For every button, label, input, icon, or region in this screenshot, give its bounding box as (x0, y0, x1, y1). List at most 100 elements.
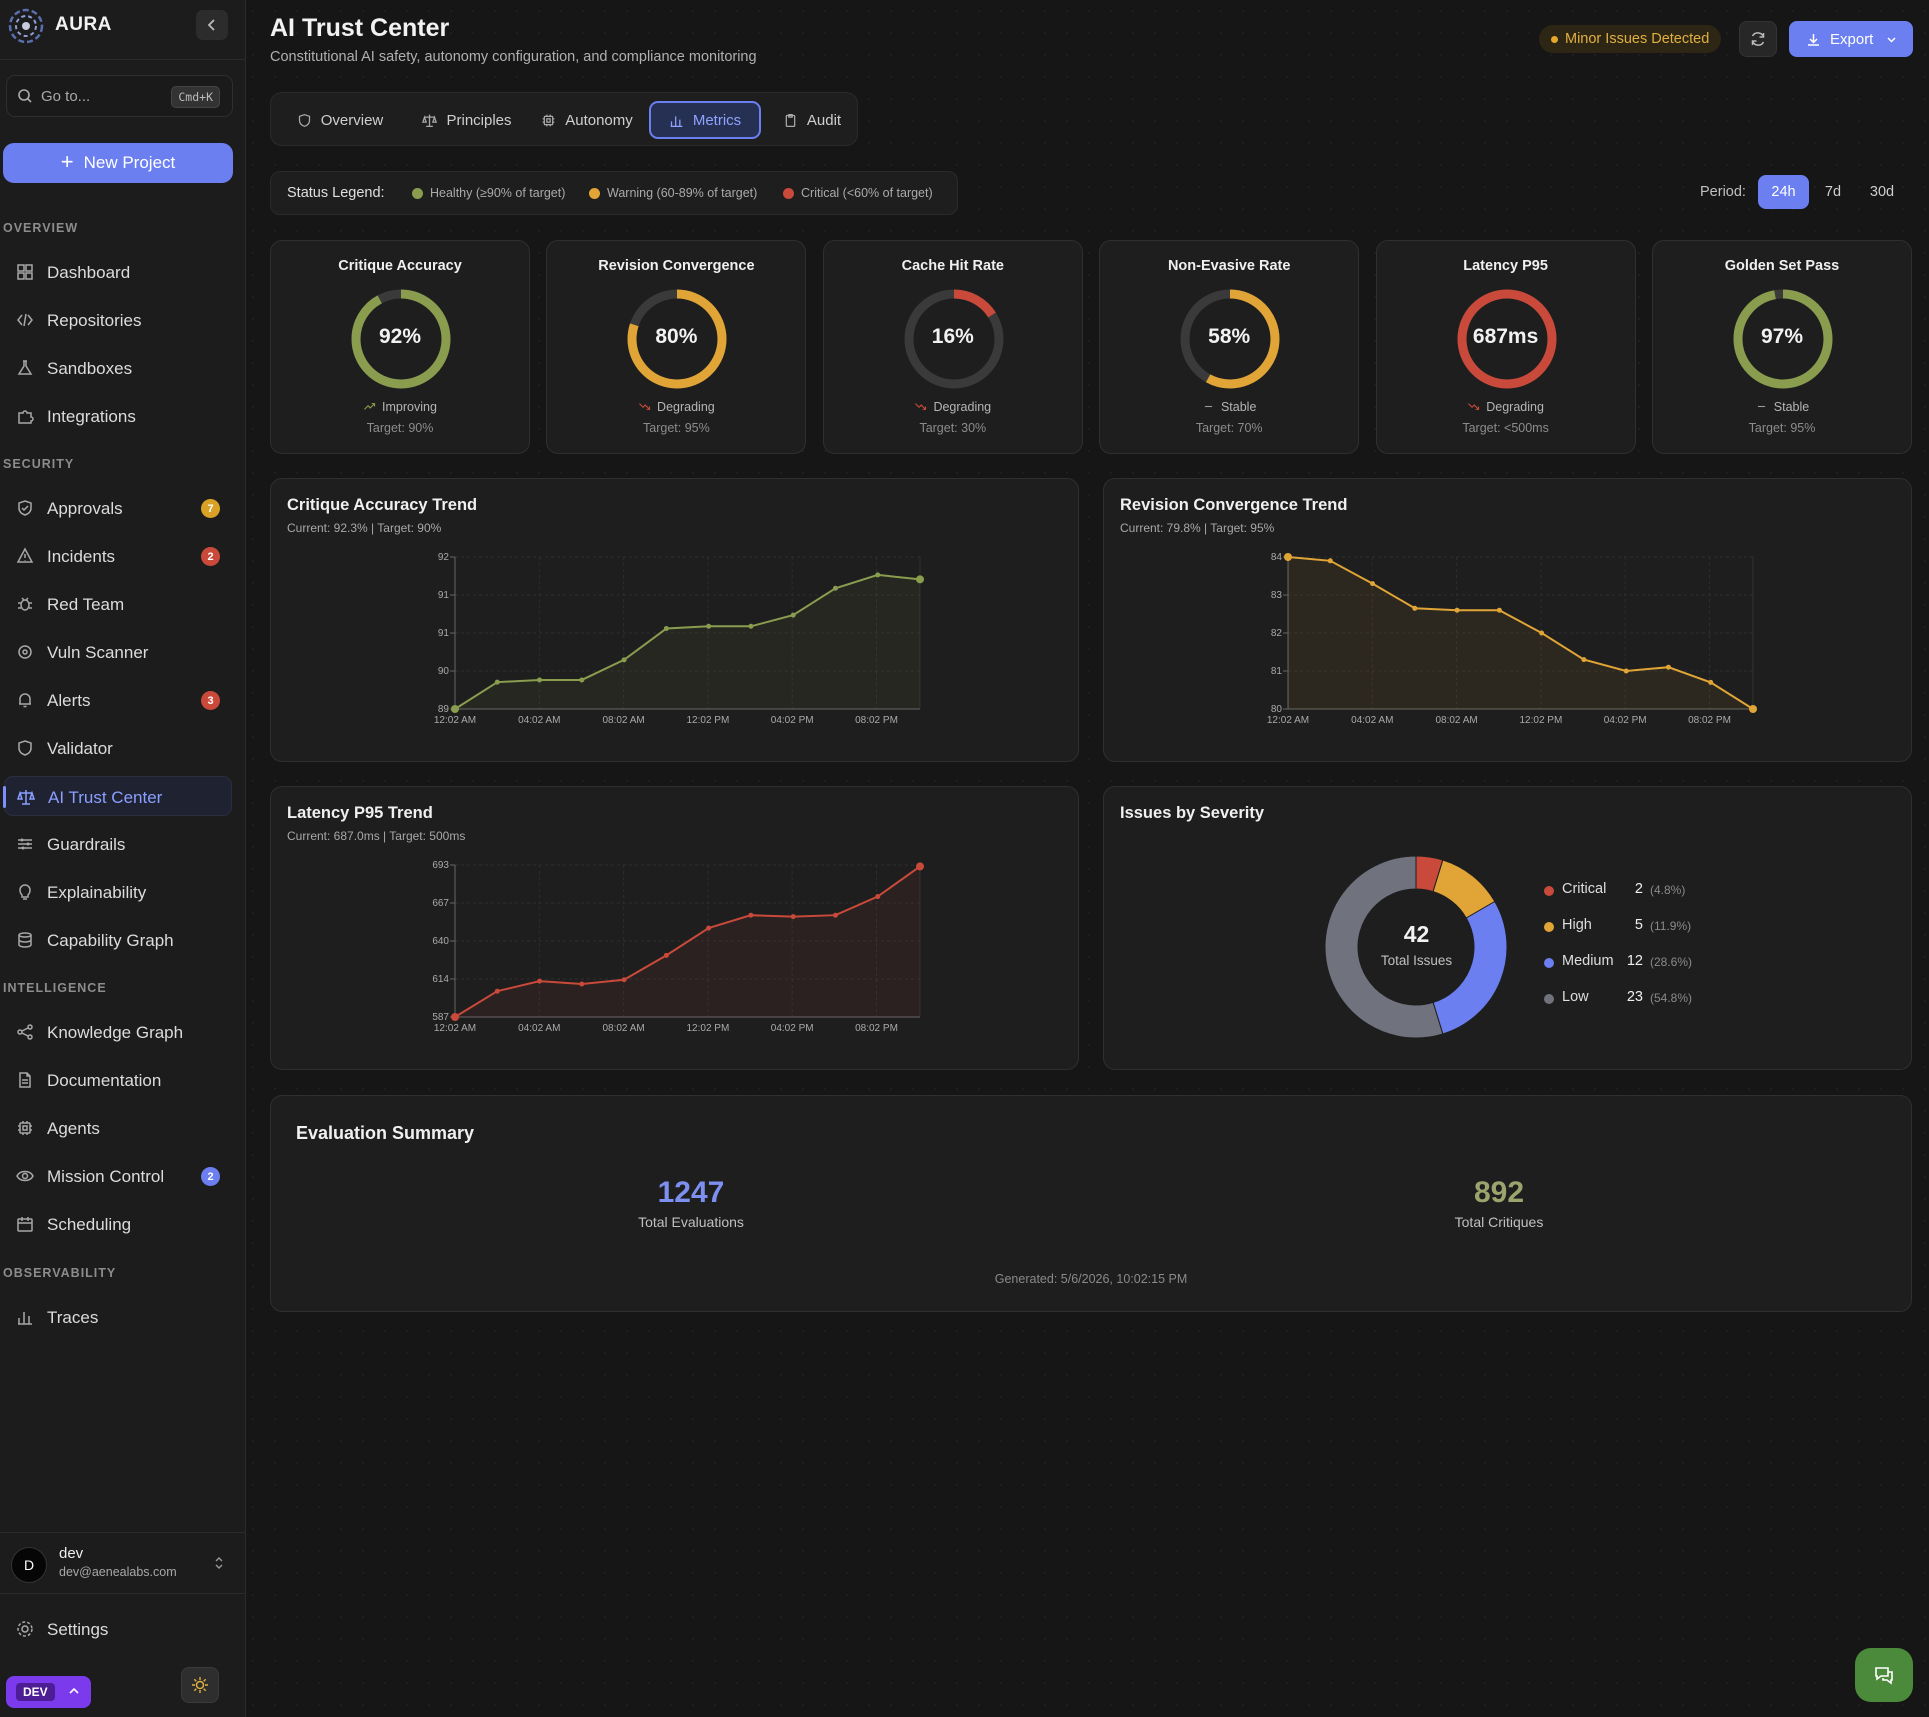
metric-value: 92% (378, 325, 422, 348)
metric-trend: Degrading (547, 400, 805, 416)
sidebar-item-integrations[interactable]: Integrations (4, 396, 232, 436)
generated-timestamp: Generated: 5/6/2026, 10:02:15 PM (994, 1272, 1188, 1286)
puzzle-icon (16, 407, 34, 425)
period-7d[interactable]: 7d (1824, 184, 1842, 200)
chevron-up-icon (69, 1687, 79, 1694)
eye-icon (16, 1167, 34, 1185)
legend-dot (1544, 958, 1554, 968)
y-tick-label: 81 (1271, 666, 1283, 677)
x-tick-label: 08:02 PM (855, 715, 898, 726)
data-point (579, 981, 585, 987)
y-tick-label: 667 (432, 898, 449, 909)
metric-value: 80% (655, 325, 698, 348)
sidebar-item-guardrails[interactable]: Guardrails (4, 824, 232, 864)
goto-search-input[interactable]: Go to... Cmd+K (6, 75, 233, 117)
sidebar-item-documentation[interactable]: Documentation (4, 1060, 232, 1100)
metric-value: 16% (931, 325, 974, 348)
severity-count: 12 (1626, 953, 1643, 969)
total-issues-label: Total Issues (1380, 953, 1453, 968)
chat-icon (1875, 1667, 1893, 1685)
sidebar-item-traces[interactable]: Traces (4, 1297, 232, 1337)
refresh-icon (1751, 32, 1765, 46)
sidebar-item-label: Vuln Scanner (47, 643, 149, 662)
x-tick-label: 12:02 AM (434, 715, 476, 726)
period-24h[interactable]: 24h (1758, 175, 1809, 209)
sidebar-item-capability-graph[interactable]: Capability Graph (4, 920, 232, 960)
page-title: AI Trust Center (270, 14, 450, 42)
sidebar-item-dashboard[interactable]: Dashboard (4, 252, 232, 292)
sidebar-item-label: Repositories (47, 311, 142, 330)
sidebar-item-scheduling[interactable]: Scheduling (4, 1204, 232, 1244)
metric-gauge (351, 289, 451, 389)
tab-label: Autonomy (565, 111, 633, 129)
export-button[interactable]: Export (1789, 21, 1913, 57)
logo-row: AURA (0, 0, 246, 60)
gauge-fill (627, 289, 727, 389)
x-tick-label: 12:02 PM (686, 1023, 729, 1034)
x-tick-label: 08:02 AM (1435, 715, 1477, 726)
tab-principles[interactable]: Principles (409, 101, 525, 139)
theme-toggle-button[interactable] (181, 1667, 219, 1703)
sidebar-item-sandboxes[interactable]: Sandboxes (4, 348, 232, 388)
status-legend: Status Legend: Healthy (≥90% of target) … (270, 171, 958, 215)
user-email: dev@aenealabs.com (59, 1565, 177, 1579)
total-critiques-label: Total Critiques (1454, 1214, 1544, 1230)
evaluation-title: Evaluation Summary (296, 1123, 475, 1143)
metric-value: 97% (1760, 325, 1804, 348)
gauge-fill (1457, 289, 1557, 389)
tab-audit[interactable]: Audit (771, 101, 853, 139)
sidebar-item-settings[interactable]: Settings (4, 1609, 232, 1649)
metric-card-golden-set-pass: Golden Set Pass 97% Stable Target: 95% (1652, 240, 1912, 454)
sidebar-item-explainability[interactable]: Explainability (4, 872, 232, 912)
sidebar-item-repositories[interactable]: Repositories (4, 300, 232, 340)
data-point (494, 679, 500, 685)
sidebar-item-red-team[interactable]: Red Team (4, 584, 232, 624)
metric-trend: Degrading (1377, 400, 1635, 416)
sidebar-item-alerts[interactable]: Alerts 3 (4, 680, 232, 720)
sidebar-item-agents[interactable]: Agents (4, 1108, 232, 1148)
sidebar-item-knowledge-graph[interactable]: Knowledge Graph (4, 1012, 232, 1052)
sidebar-item-vuln-scanner[interactable]: Vuln Scanner (4, 632, 232, 672)
collapse-sidebar-button[interactable] (196, 10, 228, 40)
refresh-button[interactable] (1739, 21, 1777, 57)
tab-label: Audit (806, 111, 842, 129)
period-30d[interactable]: 30d (1869, 184, 1895, 200)
section-security: SECURITY (3, 457, 75, 471)
x-tick-label: 08:02 AM (602, 715, 644, 726)
user-menu[interactable]: D dev dev@aenealabs.com (0, 1532, 246, 1594)
sidebar-item-validator[interactable]: Validator (4, 728, 232, 768)
x-tick-label: 08:02 PM (1688, 715, 1731, 726)
data-point (663, 626, 669, 632)
sidebar-item-approvals[interactable]: Approvals 7 (4, 488, 232, 528)
count-badge: 2 (201, 547, 220, 566)
metric-trend-label: Degrading (933, 400, 992, 414)
sidebar-item-mission-control[interactable]: Mission Control 2 (4, 1156, 232, 1196)
new-project-button[interactable]: + New Project (3, 143, 233, 183)
metric-card-cache-hit-rate: Cache Hit Rate 16% Degrading Target: 30% (822, 240, 1083, 454)
app-name: AURA (55, 14, 112, 35)
sidebar-item-incidents[interactable]: Incidents 2 (4, 536, 232, 576)
legend-title: Status Legend: (287, 185, 385, 201)
data-point (916, 862, 924, 871)
severity-percent: (4.8%) (1650, 883, 1686, 897)
metric-target: Target: 70% (1195, 421, 1263, 435)
x-tick-label: 12:02 PM (686, 715, 729, 726)
warning-icon (16, 547, 34, 565)
shield-check-icon (16, 499, 34, 517)
avatar: D (11, 1547, 47, 1583)
data-point (875, 572, 881, 578)
scale-icon (422, 113, 438, 128)
chat-button[interactable] (1855, 1648, 1913, 1702)
x-tick-label: 04:02 PM (771, 1023, 814, 1034)
tab-metrics[interactable]: Metrics (649, 101, 761, 139)
tab-overview[interactable]: Overview (281, 101, 399, 139)
metric-target: Target: 90% (366, 421, 434, 435)
sidebar-item-ai-trust-center[interactable]: AI Trust Center (3, 776, 232, 816)
total-evaluations-value: 1247 (657, 1176, 725, 1209)
environment-switcher[interactable]: DEV (6, 1676, 91, 1708)
x-tick-label: 12:02 AM (434, 1023, 476, 1034)
metric-trend: Improving (271, 400, 529, 416)
data-point (451, 705, 459, 713)
tab-autonomy[interactable]: Autonomy (533, 101, 641, 139)
x-tick-label: 12:02 AM (1267, 715, 1309, 726)
